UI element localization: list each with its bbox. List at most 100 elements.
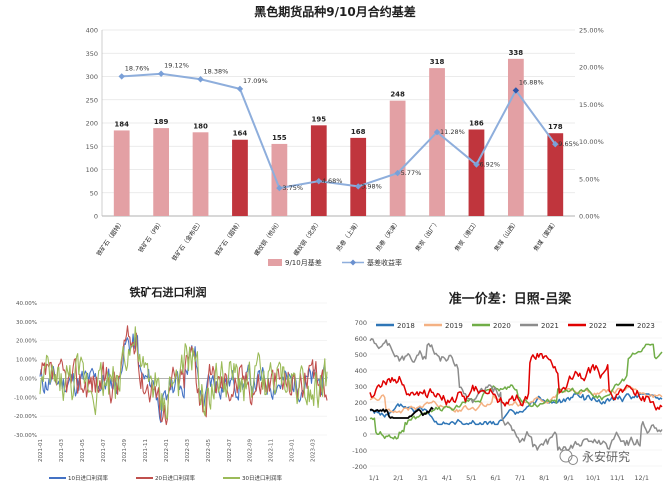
category-tick-label: 螺纹钢（北京） bbox=[292, 219, 323, 258]
basis-bar bbox=[310, 125, 327, 216]
left-axis-tick-label: 50 bbox=[90, 189, 98, 197]
basis-bar bbox=[153, 128, 170, 216]
category-tick-label: 铁矿石（超特） bbox=[213, 219, 244, 258]
y-axis-tick-label: 400 bbox=[355, 367, 367, 375]
y-axis-tick-label: 0 bbox=[363, 431, 367, 439]
x-axis-tick-label: 2021-05 bbox=[80, 439, 86, 462]
basis-bar-value-label: 178 bbox=[548, 123, 563, 131]
x-axis-tick-label: 3/1 bbox=[417, 474, 427, 482]
basis-bar bbox=[429, 68, 445, 216]
y-axis-tick-label: -10.00% bbox=[14, 395, 37, 401]
y-axis-tick-label: -20.00% bbox=[14, 414, 37, 420]
left-axis-tick-label: 200 bbox=[86, 120, 98, 128]
x-axis-tick-label: 2022-01 bbox=[164, 439, 170, 462]
y-axis-tick-label: 0.00% bbox=[20, 376, 37, 382]
left-axis-tick-label: 300 bbox=[86, 73, 98, 81]
legend-swatch-yield-marker bbox=[350, 259, 356, 266]
yield-point bbox=[552, 141, 559, 148]
basis-chart: 黑色期货品种9/10月合约基差 184 189 180 164 155 195 168 248… bbox=[86, 4, 604, 267]
coke-spread-legend: 2018 2019 2020 2021 2022 2023 bbox=[376, 322, 655, 330]
x-axis-tick-label: 5/1 bbox=[466, 474, 476, 482]
yield-point bbox=[433, 128, 441, 136]
left-axis-tick-label: 350 bbox=[86, 50, 98, 58]
y-axis-tick-label: -200 bbox=[352, 463, 367, 471]
coke-spread-chart-title: 准一价差：日照-吕梁 bbox=[449, 291, 572, 307]
basis-bar-value-label: 180 bbox=[193, 122, 208, 130]
yield-value-label: 3.98% bbox=[361, 182, 382, 190]
basis-chart-legend: 9/10月基差 基差收益率 bbox=[268, 258, 402, 267]
x-axis-tick-label: 12/1 bbox=[634, 474, 649, 482]
basis-bar-value-label: 338 bbox=[509, 49, 524, 57]
coke-spread-chart: 准一价差：日照-吕梁 -200 -100 0 100 200 300 400 500 600 70… bbox=[352, 291, 663, 482]
yield-value-label: 3.75% bbox=[282, 184, 303, 192]
basis-bar-value-label: 318 bbox=[430, 58, 445, 66]
legend-label-2020: 2020 bbox=[493, 322, 511, 330]
basis-chart-title: 黑色期货品种9/10月合约基差 bbox=[254, 4, 415, 19]
basis-bar bbox=[232, 139, 248, 216]
legend-swatch-basis bbox=[268, 259, 282, 266]
watermark: 永安研究 bbox=[559, 449, 630, 465]
category-tick-label: 热卷（上海） bbox=[335, 219, 362, 253]
yield-value-label: 9.65% bbox=[558, 140, 579, 148]
y-axis-tick-label: 300 bbox=[355, 383, 367, 391]
y-axis-tick-label: 700 bbox=[355, 319, 367, 327]
left-axis-tick-label: 150 bbox=[86, 143, 98, 151]
y-axis-tick-label: 100 bbox=[355, 415, 367, 423]
right-axis-tick-label: 10.00% bbox=[579, 138, 604, 146]
yield-value-label: 18.38% bbox=[204, 67, 229, 75]
yield-value-label: 16.88% bbox=[519, 78, 544, 86]
category-tick-label: 热卷（天津） bbox=[374, 219, 401, 253]
spread-line-2021 bbox=[369, 338, 663, 451]
yield-point bbox=[315, 177, 322, 185]
x-axis-tick-label: 6/1 bbox=[490, 474, 500, 482]
x-axis-tick-label: 2023-03 bbox=[311, 439, 317, 462]
yield-value-label: 19.12% bbox=[164, 62, 189, 70]
yield-point bbox=[197, 76, 204, 83]
x-axis-tick-label: 2021-09 bbox=[122, 439, 128, 462]
left-axis-tick-label: 250 bbox=[86, 96, 98, 104]
right-axis-tick-label: 5.00% bbox=[579, 175, 600, 183]
spread-line-2019 bbox=[369, 385, 663, 414]
x-axis-tick-label: 2021-07 bbox=[101, 439, 107, 462]
legend-label-2022: 2022 bbox=[589, 322, 607, 330]
category-tick-label: 焦煤（蒙煤） bbox=[532, 219, 559, 253]
basis-bar bbox=[389, 100, 406, 216]
x-axis-tick-label: 2022-05 bbox=[206, 439, 212, 462]
yield-point bbox=[157, 70, 165, 77]
x-axis-tick-label: 2022-07 bbox=[227, 439, 233, 462]
y-axis-tick-label: -100 bbox=[352, 447, 367, 455]
basis-bar-value-label: 168 bbox=[351, 128, 366, 136]
basis-bar bbox=[271, 143, 288, 216]
x-axis-tick-label: 2/1 bbox=[393, 474, 403, 482]
x-axis-tick-label: 11/1 bbox=[610, 474, 625, 482]
x-axis-tick-label: 8/1 bbox=[539, 474, 549, 482]
yield-value-label: 18.76% bbox=[125, 64, 150, 72]
legend-label-2018: 2018 bbox=[397, 322, 415, 330]
x-axis-tick-label: 2022-09 bbox=[248, 439, 254, 462]
y-axis-tick-label: 200 bbox=[355, 399, 367, 407]
yield-value-label: 5.77% bbox=[401, 169, 422, 177]
right-axis-tick-label: 20.00% bbox=[579, 64, 604, 72]
yield-value-label: 11.28% bbox=[440, 128, 465, 136]
yield-point bbox=[276, 184, 283, 192]
legend-label-basis: 9/10月基差 bbox=[285, 258, 322, 267]
x-axis-tick-label: 1/1 bbox=[369, 474, 379, 482]
yield-point bbox=[473, 161, 480, 168]
basis-bar bbox=[468, 129, 485, 216]
y-axis-tick-label: 600 bbox=[355, 335, 367, 343]
basis-bar-value-label: 164 bbox=[233, 130, 248, 138]
y-axis-tick-label: -30.00% bbox=[14, 433, 37, 439]
basis-bar-value-label: 155 bbox=[272, 134, 287, 142]
category-tick-label: 焦煤（山西） bbox=[492, 219, 519, 253]
left-axis-tick-label: 100 bbox=[86, 166, 98, 174]
legend-label-2019: 2019 bbox=[445, 322, 463, 330]
basis-bar-value-label: 184 bbox=[114, 120, 129, 128]
basis-bar-value-label: 186 bbox=[469, 120, 484, 128]
category-tick-label: 铁矿石（金布巴） bbox=[170, 219, 204, 263]
basis-bar-value-label: 189 bbox=[154, 118, 169, 126]
category-tick-label: 铁矿石（超特） bbox=[95, 219, 126, 258]
yield-point bbox=[118, 73, 125, 80]
spread-line-2022 bbox=[369, 352, 663, 411]
yield-value-label: 17.09% bbox=[243, 77, 268, 85]
